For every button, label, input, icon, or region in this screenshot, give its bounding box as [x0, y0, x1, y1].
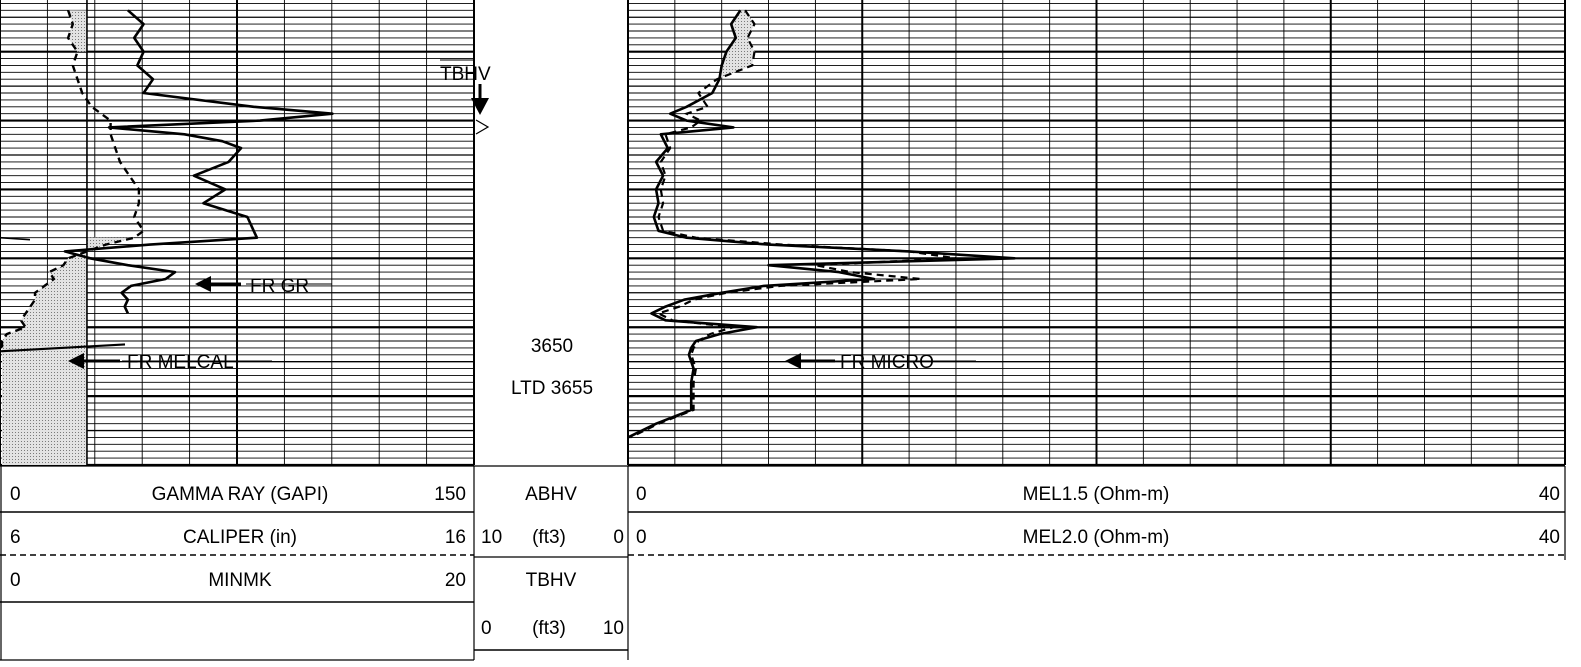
- cal-min: 6: [10, 527, 21, 548]
- caliper-curve: [0, 9, 146, 348]
- right-track-grid: [627, 0, 1566, 467]
- tbhv-min: 0: [481, 618, 492, 639]
- tbhv-annotation: TBHV: [440, 64, 491, 85]
- gr-min: 0: [10, 484, 21, 505]
- tbhv-max: 10: [603, 618, 624, 639]
- minmk-min: 0: [10, 570, 21, 591]
- log-curves: [0, 9, 1016, 439]
- fr-micro-arrow-head: [785, 353, 801, 369]
- minmk-name: MINMK: [208, 570, 272, 591]
- abhv-max: 0: [613, 527, 624, 548]
- micro-separation-fill: [717, 10, 755, 80]
- mel20-min: 0: [636, 527, 647, 548]
- center-track: [473, 0, 629, 465]
- tbhv-unit: (ft3): [532, 618, 566, 639]
- abhv-min: 10: [481, 527, 502, 548]
- mel20-curve: [629, 9, 957, 439]
- mel15-name: MEL1.5 (Ohm-m): [1023, 484, 1170, 505]
- tbhv-name: TBHV: [526, 570, 577, 591]
- mel15-min: 0: [636, 484, 647, 505]
- fr-gr-annotation: FR GR: [250, 276, 309, 297]
- minmk-bar: [0, 236, 31, 241]
- tbhv-arrow-head: [471, 98, 489, 115]
- cal-name: CALIPER (in): [183, 527, 297, 548]
- header-rules: [0, 465, 1566, 661]
- gr-max: 150: [434, 484, 466, 505]
- minmk-max: 20: [445, 570, 466, 591]
- mel20-name: MEL2.0 (Ohm-m): [1023, 527, 1170, 548]
- cal-max: 16: [445, 527, 466, 548]
- gr-name: GAMMA RAY (GAPI): [152, 484, 329, 505]
- fr-micro-annotation: FR MICRO: [840, 352, 934, 373]
- fr-melcal-arrow-head: [68, 353, 84, 369]
- gamma-ray-curve: [63, 9, 334, 314]
- ltd-label: LTD 3655: [511, 378, 593, 399]
- annotation-leaders: [68, 59, 976, 369]
- fr-melcal-annotation: FR MELCAL: [127, 352, 234, 373]
- fr-gr-arrow-head: [195, 276, 211, 292]
- caliper-fill-upper: [68, 10, 87, 52]
- minmk-bar: [0, 343, 126, 353]
- mel20-max: 40: [1539, 527, 1560, 548]
- abhv-unit: (ft3): [532, 527, 566, 548]
- depth-label: 3650: [531, 336, 573, 357]
- abhv-name: ABHV: [525, 484, 577, 505]
- annotations: 3650 LTD 3655 TBHV FR GR FR MELCAL FR MI…: [68, 59, 976, 399]
- mel15-max: 40: [1539, 484, 1560, 505]
- track-header: 0 GAMMA RAY (GAPI) 150 6 CALIPER (in) 16…: [0, 465, 1566, 661]
- tbhv-tick: [475, 119, 490, 135]
